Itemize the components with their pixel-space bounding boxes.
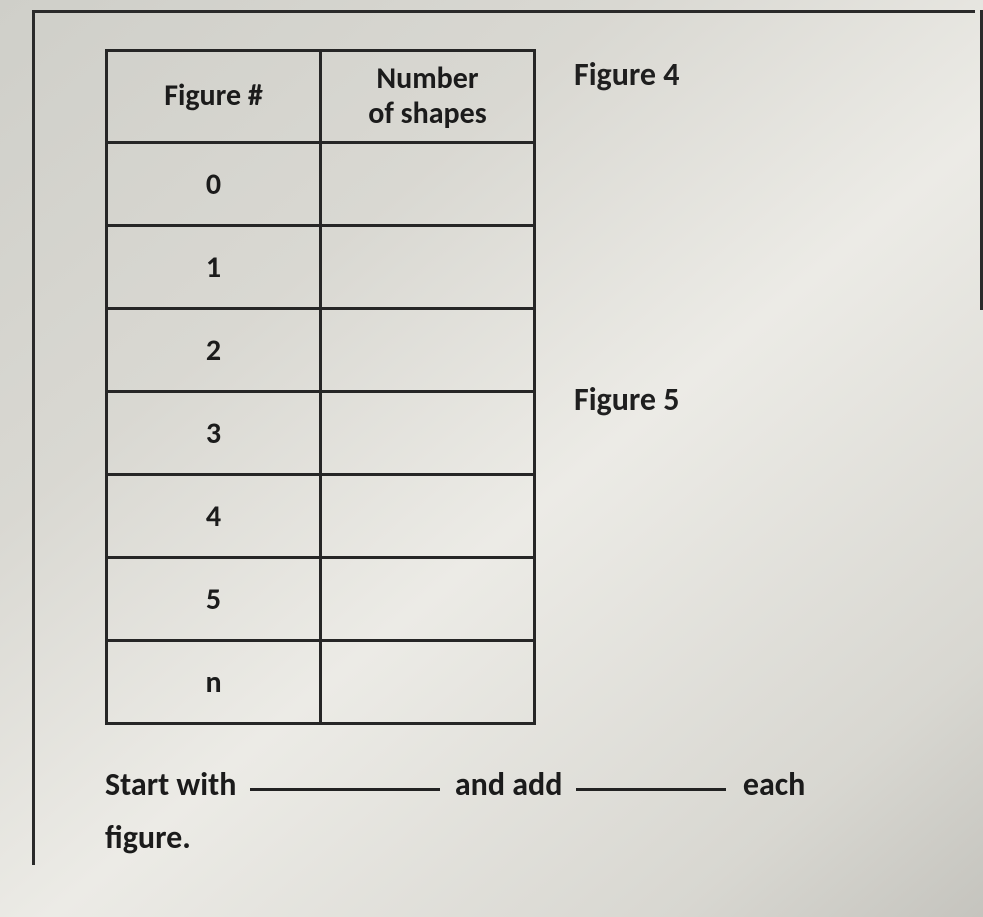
table-row: 5	[107, 558, 535, 641]
cell-figure: 1	[107, 226, 321, 309]
col-header-figure: Figure #	[107, 51, 321, 143]
cell-shapes[interactable]	[321, 143, 535, 226]
cell-figure: n	[107, 641, 321, 724]
cell-figure: 2	[107, 309, 321, 392]
cell-figure: 4	[107, 475, 321, 558]
sentence-part2: and add	[455, 765, 563, 804]
cell-figure: 3	[107, 392, 321, 475]
figure-table: Figure # Number of shapes 0 1	[105, 49, 536, 725]
sentence-part1: Start with	[105, 765, 236, 804]
fill-in-sentence: Start with and add each figure.	[105, 759, 975, 865]
cell-figure: 5	[107, 558, 321, 641]
cell-shapes[interactable]	[321, 641, 535, 724]
table-row: 3	[107, 392, 535, 475]
top-row: Figure # Number of shapes 0 1	[105, 49, 975, 725]
table-row: 2	[107, 309, 535, 392]
cell-figure: 0	[107, 143, 321, 226]
table-row: 1	[107, 226, 535, 309]
figure-label-column: Figure 4 Figure 5	[574, 49, 679, 419]
cell-shapes[interactable]	[321, 558, 535, 641]
content-area: Figure # Number of shapes 0 1	[35, 13, 975, 865]
blank-start-value[interactable]	[250, 785, 440, 791]
figure-4-label: Figure 4	[574, 55, 679, 94]
page-outer-border: Figure # Number of shapes 0 1	[32, 10, 975, 865]
table-header-row: Figure # Number of shapes	[107, 51, 535, 143]
col-header-shapes-line2: of shapes	[368, 95, 486, 132]
table-row: 0	[107, 143, 535, 226]
figure-5-label: Figure 5	[574, 380, 679, 419]
blank-add-value[interactable]	[576, 785, 726, 791]
table-row: n	[107, 641, 535, 724]
col-header-shapes-line1: Number	[376, 60, 478, 97]
table-row: 4	[107, 475, 535, 558]
col-header-shapes: Number of shapes	[321, 51, 535, 143]
cell-shapes[interactable]	[321, 309, 535, 392]
cell-shapes[interactable]	[321, 226, 535, 309]
sentence-part4: figure.	[105, 818, 191, 857]
cell-shapes[interactable]	[321, 475, 535, 558]
sentence-part3: each	[743, 765, 805, 804]
cell-shapes[interactable]	[321, 392, 535, 475]
